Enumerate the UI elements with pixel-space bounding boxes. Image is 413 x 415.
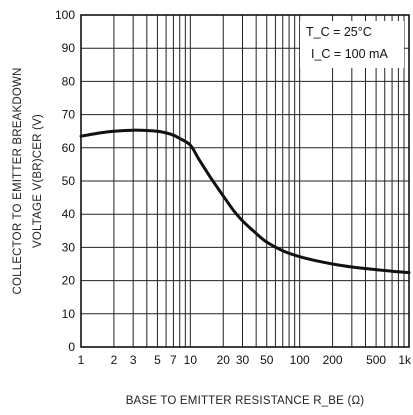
x-tick-label: 200 <box>323 353 343 367</box>
x-tick-label: 10 <box>184 353 198 367</box>
y-axis-title-line-2: VOLTAGE V(BR)CER (V) <box>32 114 44 248</box>
x-tick-label: 7 <box>170 353 177 367</box>
y-axis-title-line-1: COLLECTOR TO EMITTER BREAKDOWN <box>12 67 24 294</box>
y-tick-label: 40 <box>62 207 76 221</box>
y-tick-label: 10 <box>62 307 76 321</box>
grid-layer <box>81 15 409 347</box>
y-tick-label: 70 <box>62 108 76 122</box>
temperature-annotation: T_C = 25°C <box>306 25 372 39</box>
x-tick-label: 2 <box>111 353 118 367</box>
x-tick-label: 100 <box>290 353 310 367</box>
x-axis-title: BASE TO EMITTER RESISTANCE R_BE (Ω) <box>126 395 365 407</box>
y-tick-label: 100 <box>55 8 75 22</box>
x-tick-label: 1k <box>398 353 412 367</box>
current-annotation: I_C = 100 mA <box>311 47 388 61</box>
y-tick-label: 60 <box>62 141 76 155</box>
plot-frame <box>80 14 410 348</box>
x-tick-label: 3 <box>130 353 137 367</box>
annotation-background <box>300 21 404 68</box>
y-tick-label: 0 <box>68 340 75 354</box>
x-tick-label: 1 <box>78 353 85 367</box>
y-tick-label: 80 <box>62 74 76 88</box>
y-tick-label: 20 <box>62 274 76 288</box>
x-tick-label: 20 <box>217 353 231 367</box>
y-tick-label: 50 <box>62 174 76 188</box>
x-tick-label: 500 <box>366 353 386 367</box>
x-tick-labels: 1 2 3 5 7 10 20 30 50 100 200 500 1k <box>78 353 412 367</box>
breakdown-voltage-curve <box>79 128 411 275</box>
y-tick-label: 90 <box>62 41 76 55</box>
x-tick-label: 50 <box>260 353 274 367</box>
x-tick-label: 30 <box>236 353 250 367</box>
series-layer <box>79 128 411 275</box>
x-tick-label: 5 <box>154 353 161 367</box>
y-tick-label: 30 <box>62 240 76 254</box>
y-tick-labels: 0 10 20 30 40 50 60 70 80 90 100 <box>55 8 75 354</box>
